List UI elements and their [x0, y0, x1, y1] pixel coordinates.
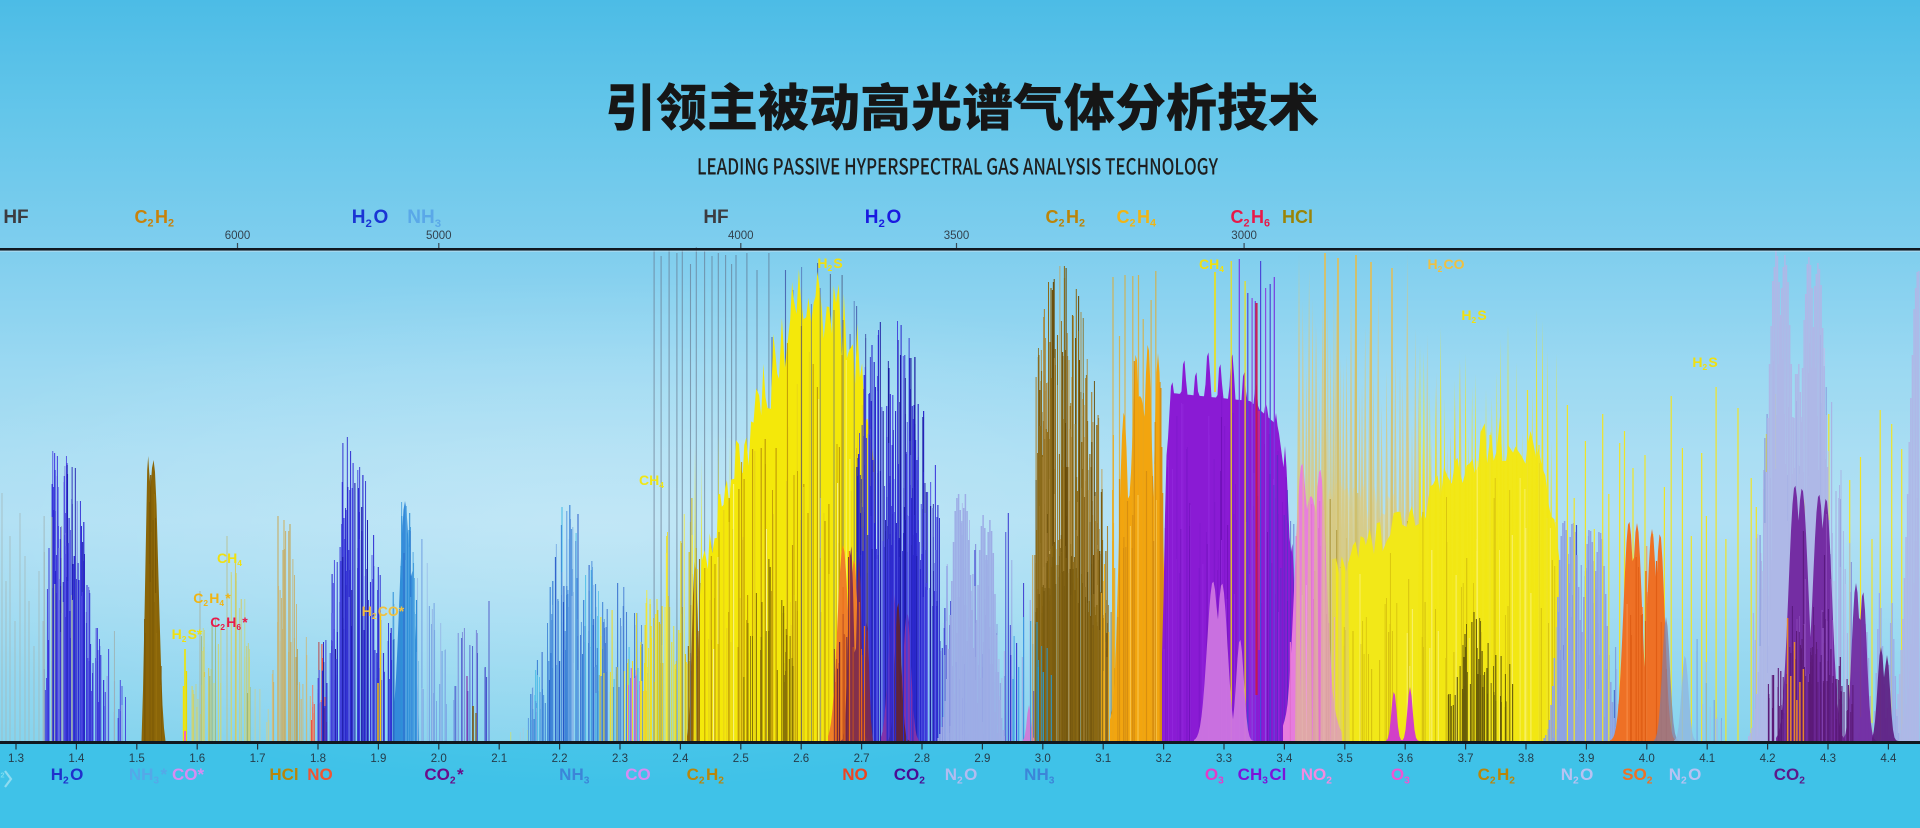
svg-text:O3: O3 — [1391, 765, 1411, 786]
svg-text:2.7: 2.7 — [854, 753, 870, 765]
svg-text:6000: 6000 — [225, 230, 251, 242]
svg-text:NH3 *: NH3 * — [129, 765, 168, 786]
svg-text:H2 CO: H2 CO — [1428, 256, 1465, 274]
svg-text:3.0: 3.0 — [1035, 753, 1051, 765]
svg-text:HCl: HCl — [1282, 207, 1313, 227]
svg-text:C2 H6: C2 H6 — [1230, 207, 1271, 230]
svg-text:3.8: 3.8 — [1518, 753, 1534, 765]
svg-text:2.9: 2.9 — [974, 753, 990, 765]
svg-text:CO2 *: CO2 * — [424, 765, 464, 786]
svg-text:1.8: 1.8 — [310, 753, 326, 765]
svg-text:2.0: 2.0 — [431, 753, 447, 765]
svg-text:CO: CO — [625, 765, 651, 784]
svg-text:1.3: 1.3 — [8, 753, 24, 765]
svg-text:H2 O: H2 O — [51, 765, 84, 786]
svg-text:H2 S: H2 S — [817, 255, 842, 273]
svg-text:3.1: 3.1 — [1095, 753, 1111, 765]
svg-text:O3: O3 — [1205, 765, 1225, 786]
svg-text:3.6: 3.6 — [1397, 753, 1413, 765]
svg-text:CO2: CO2 — [1774, 765, 1807, 786]
svg-text:C2 H4: C2 H4 — [1116, 207, 1157, 230]
svg-text:2.6: 2.6 — [793, 753, 809, 765]
svg-text:C2 H4 *: C2 H4 * — [193, 590, 231, 608]
svg-text:2.2: 2.2 — [552, 753, 568, 765]
svg-text:H2 S: H2 S — [1461, 307, 1486, 325]
svg-text:HF: HF — [703, 207, 728, 228]
svg-text:1.7: 1.7 — [250, 753, 266, 765]
svg-text:3.2: 3.2 — [1156, 753, 1172, 765]
svg-text:3.3: 3.3 — [1216, 753, 1232, 765]
svg-text:C2 H2: C2 H2 — [1045, 207, 1086, 230]
svg-text:5000: 5000 — [426, 230, 452, 242]
svg-text:3.5: 3.5 — [1337, 753, 1353, 765]
svg-text:C2 H2: C2 H2 — [134, 207, 175, 230]
svg-text:CH4: CH4 — [639, 472, 665, 490]
svg-text:NH3: NH3 — [1024, 765, 1056, 786]
svg-text:H2 O: H2 O — [865, 207, 901, 230]
svg-text:SO2: SO2 — [1622, 765, 1654, 786]
svg-text:4.4: 4.4 — [1880, 753, 1897, 765]
svg-text:N2 O: N2 O — [1561, 765, 1594, 786]
svg-text:C2 H6 *: C2 H6 * — [210, 614, 248, 632]
svg-text:3.4: 3.4 — [1276, 753, 1293, 765]
svg-text:HCl: HCl — [269, 765, 298, 784]
svg-text:2.1: 2.1 — [491, 753, 507, 765]
svg-text:CO2: CO2 — [894, 765, 927, 786]
svg-text:CH4: CH4 — [217, 550, 243, 568]
svg-text:1.4: 1.4 — [68, 753, 85, 765]
svg-text:3500: 3500 — [944, 230, 970, 242]
svg-text:N2 O: N2 O — [1669, 765, 1702, 786]
svg-text:4.0: 4.0 — [1639, 753, 1655, 765]
svg-text:1.5: 1.5 — [129, 753, 145, 765]
svg-text:4.3: 4.3 — [1820, 753, 1836, 765]
svg-text:CO*: CO* — [172, 765, 205, 784]
svg-text:2.3: 2.3 — [612, 753, 628, 765]
svg-text:3.7: 3.7 — [1458, 753, 1474, 765]
svg-text:H2 O: H2 O — [352, 207, 388, 230]
svg-text:4000: 4000 — [728, 230, 754, 242]
svg-text:H2 CO*: H2 CO* — [362, 603, 405, 621]
svg-text:NH3: NH3 — [407, 207, 442, 230]
svg-text:H2 S: H2 S — [1692, 354, 1717, 372]
svg-text:4.1: 4.1 — [1699, 753, 1715, 765]
svg-text:NO: NO — [842, 765, 868, 784]
svg-text:H2 S*: H2 S* — [172, 626, 203, 644]
svg-text:2.5: 2.5 — [733, 753, 749, 765]
svg-text:2: 2 — [0, 764, 5, 779]
svg-text:1.6: 1.6 — [189, 753, 205, 765]
svg-text:CH3 Cl: CH3 Cl — [1238, 765, 1287, 786]
svg-text:4.2: 4.2 — [1760, 753, 1776, 765]
svg-text:NO: NO — [307, 765, 333, 784]
svg-text:N2 O: N2 O — [945, 765, 978, 786]
svg-text:3000: 3000 — [1231, 230, 1257, 242]
svg-text:1.9: 1.9 — [370, 753, 386, 765]
svg-text:CH4: CH4 — [1199, 256, 1225, 274]
svg-text:C2 H2: C2 H2 — [687, 765, 726, 786]
svg-text:3.9: 3.9 — [1578, 753, 1594, 765]
svg-text:NH3: NH3 — [559, 765, 591, 786]
svg-text:2.8: 2.8 — [914, 753, 930, 765]
svg-text:NO2: NO2 — [1301, 765, 1334, 786]
svg-text:HF: HF — [3, 207, 28, 228]
svg-text:2.4: 2.4 — [672, 753, 689, 765]
svg-text:C2 H2: C2 H2 — [1478, 765, 1517, 786]
